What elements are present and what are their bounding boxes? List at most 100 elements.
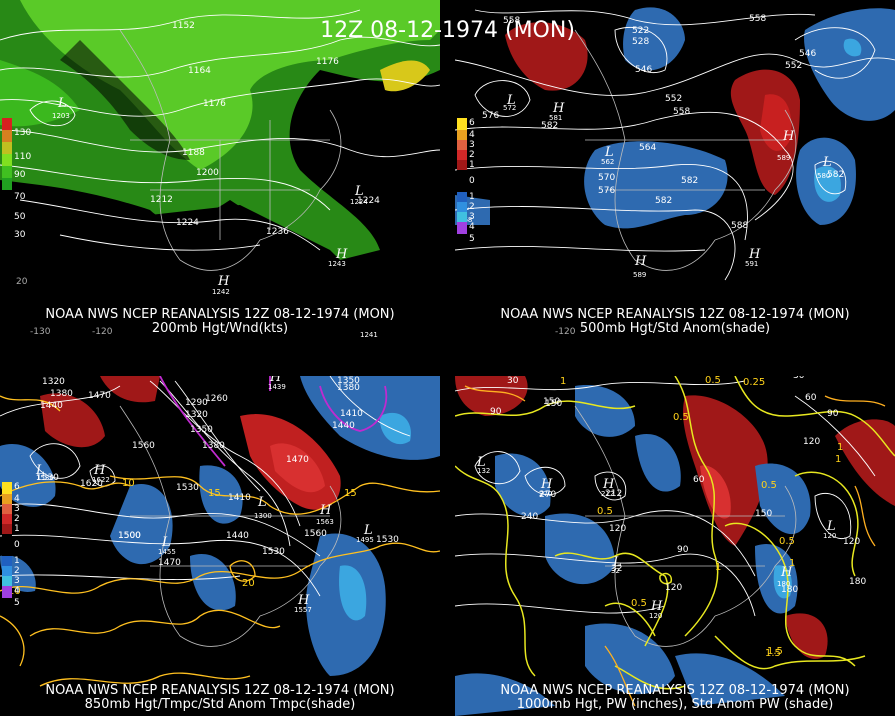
- contour-label: 10: [8, 586, 21, 597]
- contour-label: 1560: [304, 529, 327, 539]
- panel-850mb: 1320 1380 1440 1470 1260 1290 1320 1350 …: [0, 376, 440, 716]
- contour-label: 1: [835, 454, 841, 465]
- contour-label: 0.5: [761, 480, 777, 491]
- center-value: 1241: [360, 331, 378, 339]
- contour-label: 1320: [42, 377, 65, 387]
- legend-label: 130: [14, 128, 32, 138]
- contour-label: 0.5: [673, 412, 689, 423]
- center-value: 212: [601, 490, 614, 498]
- center-value: 1557: [294, 606, 312, 614]
- svg-text:L: L: [476, 455, 486, 470]
- legend-swatch: [2, 166, 12, 178]
- contour-label: 270: [539, 490, 556, 500]
- legend-label: 3: [14, 576, 20, 586]
- center-value: 1242: [212, 288, 230, 296]
- contour-label: 1236: [266, 227, 289, 237]
- legend-label: 5: [469, 234, 475, 244]
- legend-swatch: [2, 586, 12, 598]
- legend-label: 6: [14, 482, 20, 492]
- svg-text:L: L: [35, 463, 45, 478]
- contour-label: 1: [837, 442, 843, 453]
- legend-swatch: [457, 170, 467, 192]
- center-value: 270: [539, 490, 552, 498]
- legend-swatch: [2, 566, 12, 576]
- panel-200mb: 1152 1164 1176 1176 1188 1200 1212 1224 …: [0, 0, 440, 340]
- contour-label: 0.5: [705, 376, 721, 386]
- contour-label: 570: [598, 173, 615, 183]
- contour-label: 1164: [188, 66, 211, 76]
- contour-label: 1224: [357, 196, 380, 206]
- contour-label: 1200: [196, 168, 219, 178]
- legend-swatch: [2, 534, 12, 556]
- legend-swatch: [457, 150, 467, 160]
- contour-label: 120: [803, 437, 820, 447]
- center-value: 1203: [52, 112, 70, 120]
- center-value: 1622: [92, 476, 110, 484]
- legend-label: 3: [469, 212, 475, 222]
- main-title: 12Z 08-12-1974 (MON): [320, 18, 575, 43]
- contour-label: 1188: [182, 148, 205, 158]
- contour-label: 1.5: [767, 646, 783, 657]
- contour-label: 1500: [118, 531, 141, 541]
- contour-label: 528: [632, 37, 649, 47]
- legend-swatch: [2, 118, 12, 130]
- contour-label: 1530: [376, 535, 399, 545]
- contour-label: 1410: [340, 409, 363, 419]
- contour-label: 0.5: [779, 536, 795, 547]
- lon-label: -120: [92, 327, 113, 337]
- legend-label: 0: [14, 540, 20, 550]
- legend-swatch: [457, 160, 467, 170]
- contour-label: 1440: [226, 531, 249, 541]
- contour-label: 1470: [158, 558, 181, 568]
- caption-source: NOAA NWS NCEP REANALYSIS 12Z 08-12-1974 …: [500, 307, 850, 322]
- contour-label: 1.5: [765, 648, 781, 659]
- contour-label: 150: [755, 509, 772, 519]
- contour-label: 1620: [80, 479, 103, 489]
- contour-label: 30: [507, 376, 519, 386]
- contour-label: 90: [827, 409, 839, 419]
- contour-label: 1224: [176, 218, 199, 228]
- caption-source: NOAA NWS NCEP REANALYSIS 12Z 08-12-1974 …: [45, 683, 395, 698]
- legend-label: 90: [14, 170, 26, 180]
- svg-text:H: H: [552, 101, 565, 116]
- svg-text:L: L: [506, 93, 516, 108]
- center-value: 591: [745, 260, 758, 268]
- center-value: 1495: [356, 536, 374, 544]
- center-value: 1530: [36, 474, 54, 482]
- center-value: 180: [777, 580, 790, 588]
- svg-text:L: L: [57, 96, 67, 111]
- svg-text:H: H: [319, 503, 332, 518]
- contour-label: 1212: [150, 195, 173, 205]
- contour-label: 1176: [203, 99, 226, 109]
- contour-label: 120: [609, 524, 626, 534]
- map-500mb: 558 558 522 528 546 546 552 576 582 552 …: [455, 7, 895, 337]
- contour-label: 546: [635, 65, 652, 75]
- svg-text:H: H: [780, 565, 793, 580]
- center-value: 581: [549, 114, 562, 122]
- legend-swatch: [457, 212, 467, 222]
- legend-label: 1: [14, 524, 20, 534]
- center-value: 1455: [158, 548, 176, 556]
- legend-swatch: [2, 524, 12, 534]
- contour-label: 522: [632, 26, 649, 36]
- center-value: 580: [817, 172, 830, 180]
- legend-swatch: [2, 514, 12, 524]
- contour-label: 0.5: [631, 598, 647, 609]
- legend-label: 0: [469, 176, 475, 186]
- contour-label: 150: [545, 399, 562, 409]
- svg-text:H: H: [634, 254, 647, 269]
- svg-text:H: H: [217, 274, 230, 289]
- contour-label: 1560: [132, 441, 155, 451]
- legend-label: 3: [14, 504, 20, 514]
- svg-text:H: H: [748, 247, 761, 262]
- map-200mb: 1152 1164 1176 1176 1188 1200 1212 1224 …: [0, 0, 440, 340]
- contour-label: 212: [605, 489, 622, 499]
- contour-label: 582: [541, 121, 558, 131]
- legend-swatch: [2, 556, 12, 566]
- contour-label: 1350: [337, 376, 360, 386]
- svg-text:L: L: [161, 535, 171, 550]
- contour-label: 582: [827, 170, 844, 180]
- center-value: 562: [601, 158, 614, 166]
- contour-label: 120: [843, 537, 860, 547]
- caption-field: 500mb Hgt/Std Anom(shade): [579, 321, 771, 336]
